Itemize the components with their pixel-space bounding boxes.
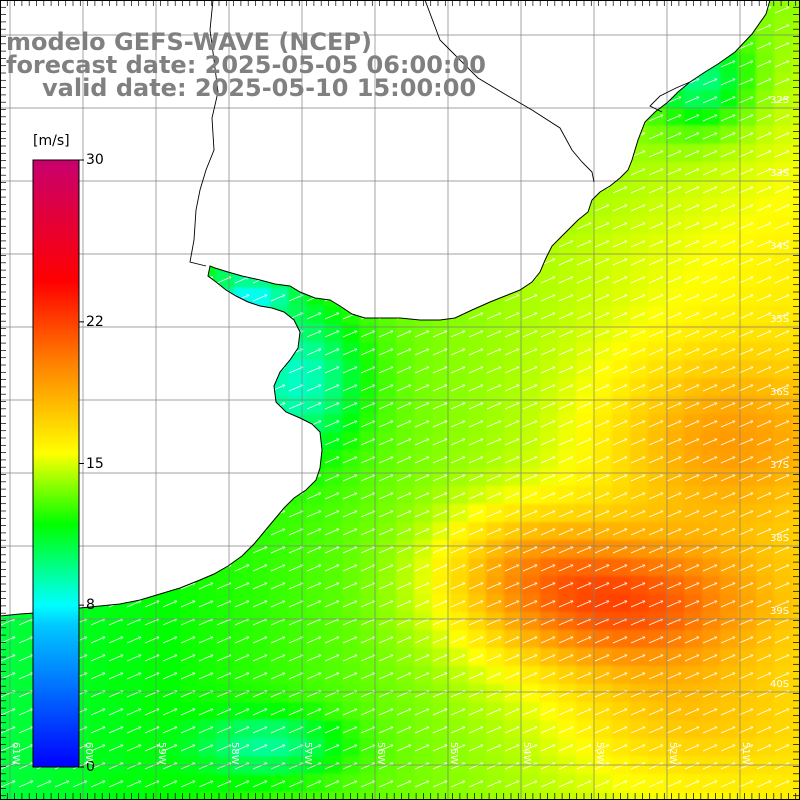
field-cell	[324, 792, 343, 800]
field-cell	[576, 792, 595, 800]
field-cell	[162, 792, 181, 800]
latitude-label: 33S	[770, 168, 790, 179]
colorbar-tick-label: 22	[86, 313, 104, 330]
field-cell	[792, 558, 800, 577]
field-cell	[342, 792, 361, 800]
field-cell	[792, 0, 800, 19]
field-cell	[756, 792, 775, 800]
field-cell	[792, 162, 800, 181]
field-cell	[792, 90, 800, 109]
field-cell	[792, 612, 800, 631]
field-cell	[270, 792, 289, 800]
field-cell	[792, 72, 800, 91]
colorbar-units: [m/s]	[33, 133, 70, 149]
longitude-label: 60W	[83, 742, 94, 765]
field-cell	[522, 792, 541, 800]
field-cell	[396, 792, 415, 800]
colorbar-tick-label: 8	[86, 597, 95, 614]
field-cell	[792, 216, 800, 235]
field-cell	[792, 342, 800, 361]
field-cell	[198, 792, 217, 800]
field-cell	[612, 792, 631, 800]
field-cell	[792, 486, 800, 505]
field-cell	[792, 18, 800, 37]
field-cell	[792, 54, 800, 73]
field-cell	[792, 396, 800, 415]
longitude-label: 52W	[667, 742, 678, 765]
field-cell	[504, 792, 523, 800]
field-cell	[126, 792, 145, 800]
field-cell	[792, 288, 800, 307]
longitude-label: 59W	[156, 742, 167, 765]
field-cell	[72, 792, 91, 800]
field-cell	[594, 792, 613, 800]
field-cell	[792, 360, 800, 379]
field-cell	[792, 198, 800, 217]
field-cell	[360, 792, 379, 800]
latitude-label: 35S	[770, 314, 790, 325]
field-cell	[792, 378, 800, 397]
colorbar-tick-label: 15	[86, 455, 104, 472]
longitude-label: 61W	[10, 742, 21, 765]
longitude-label: 58W	[229, 742, 240, 765]
field-cell	[792, 468, 800, 487]
field-cell	[738, 792, 757, 800]
longitude-label: 56W	[375, 742, 386, 765]
field-cell	[90, 792, 109, 800]
field-cell	[792, 666, 800, 685]
field-cell	[18, 792, 37, 800]
field-cell	[558, 792, 577, 800]
longitude-label: 54W	[521, 742, 532, 765]
latitude-label: 36S	[770, 387, 790, 398]
field-cell	[792, 234, 800, 253]
field-cell	[468, 792, 487, 800]
longitude-label: 51W	[740, 742, 751, 765]
field-cell	[792, 324, 800, 343]
field-cell	[792, 252, 800, 271]
field-cell	[792, 630, 800, 649]
field-cell	[792, 576, 800, 595]
field-cell	[234, 792, 253, 800]
field-cell	[792, 594, 800, 613]
longitude-label: 55W	[448, 742, 459, 765]
field-cell	[306, 792, 325, 800]
latitude-label: 38S	[770, 533, 790, 544]
colorbar	[32, 159, 80, 768]
field-cell	[702, 792, 721, 800]
map-title-valid-date: valid date: 2025-05-10 15:00:00	[42, 74, 477, 102]
field-cell	[288, 792, 307, 800]
latitude-label: 39S	[770, 606, 790, 617]
latitude-label: 34S	[770, 241, 790, 252]
field-cell	[792, 738, 800, 757]
field-cell	[792, 774, 800, 793]
field-cell	[36, 792, 55, 800]
field-cell	[774, 792, 793, 800]
field-cell	[630, 792, 649, 800]
field-cell	[792, 450, 800, 469]
latitude-label: 40S	[770, 679, 790, 690]
field-cell	[792, 504, 800, 523]
latitude-label: 32S	[770, 95, 790, 106]
field-cell	[666, 792, 685, 800]
field-cell	[792, 108, 800, 127]
longitude-label: 53W	[594, 742, 605, 765]
field-cell	[252, 792, 271, 800]
field-cell	[792, 540, 800, 559]
field-cell	[792, 702, 800, 721]
longitude-label: 57W	[302, 742, 313, 765]
field-cell	[792, 432, 800, 451]
colorbar-tick-label: 30	[86, 152, 104, 168]
field-cell	[540, 792, 559, 800]
field-cell	[792, 270, 800, 289]
field-cell	[792, 522, 800, 541]
latitude-label: 37S	[770, 460, 790, 471]
field-cell	[792, 36, 800, 55]
field-cell	[792, 756, 800, 775]
field-cell	[792, 306, 800, 325]
field-cell	[54, 792, 73, 800]
field-cell	[792, 126, 800, 145]
